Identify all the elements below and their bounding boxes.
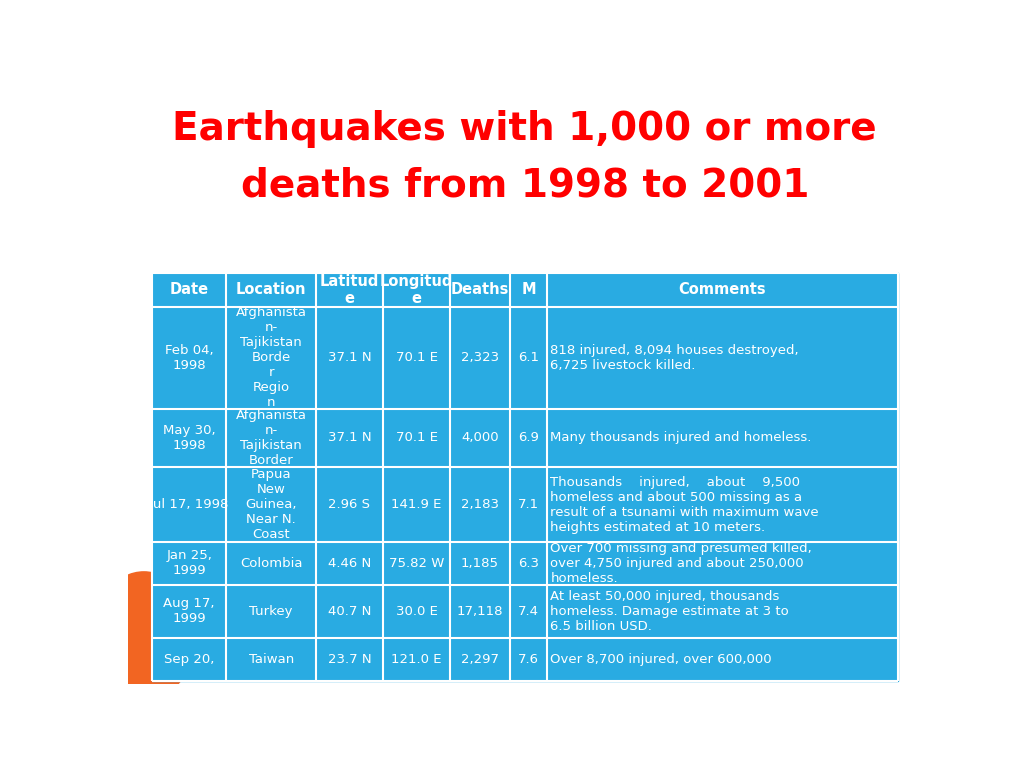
Text: Date: Date xyxy=(170,283,209,297)
Text: deaths from 1998 to 2001: deaths from 1998 to 2001 xyxy=(241,166,809,204)
Text: May 30,
1998: May 30, 1998 xyxy=(163,424,215,452)
Text: Jul 17, 1998: Jul 17, 1998 xyxy=(150,498,228,511)
Text: Comments: Comments xyxy=(679,283,766,297)
Text: 30.0 E: 30.0 E xyxy=(395,604,437,617)
Text: Afghanista
n-
Tajikistan
Border: Afghanista n- Tajikistan Border xyxy=(236,409,306,467)
Text: At least 50,000 injured, thousands
homeless. Damage estimate at 3 to
6.5 billion: At least 50,000 injured, thousands homel… xyxy=(550,590,790,633)
Text: Deaths: Deaths xyxy=(451,283,509,297)
Text: 121.0 E: 121.0 E xyxy=(391,653,442,666)
Text: 7.6: 7.6 xyxy=(518,653,539,666)
Text: Longitud
e: Longitud e xyxy=(380,273,454,306)
Text: Aug 17,
1999: Aug 17, 1999 xyxy=(164,598,215,625)
Text: 818 injured, 8,094 houses destroyed,
6,725 livestock killed.: 818 injured, 8,094 houses destroyed, 6,7… xyxy=(550,344,799,372)
Text: Many thousands injured and homeless.: Many thousands injured and homeless. xyxy=(550,432,812,445)
Text: Earthquakes with 1,000 or more: Earthquakes with 1,000 or more xyxy=(172,110,878,148)
Text: 1,185: 1,185 xyxy=(461,557,499,570)
Text: 7.4: 7.4 xyxy=(518,604,539,617)
Text: Sep 20,: Sep 20, xyxy=(164,653,214,666)
Text: Turkey: Turkey xyxy=(250,604,293,617)
Text: Jan 25,
1999: Jan 25, 1999 xyxy=(166,549,212,578)
Text: Over 8,700 injured, over 600,000: Over 8,700 injured, over 600,000 xyxy=(550,653,772,666)
Text: M: M xyxy=(521,283,536,297)
Text: Feb 04,
1998: Feb 04, 1998 xyxy=(165,344,213,372)
Text: Over 700 missing and presumed killed,
over 4,750 injured and about 250,000
homel: Over 700 missing and presumed killed, ov… xyxy=(550,541,812,584)
Text: 2,297: 2,297 xyxy=(461,653,499,666)
Text: 2,183: 2,183 xyxy=(461,498,499,511)
Text: Taiwan: Taiwan xyxy=(249,653,294,666)
Text: 6.3: 6.3 xyxy=(518,557,539,570)
Ellipse shape xyxy=(92,571,196,701)
Text: 75.82 W: 75.82 W xyxy=(389,557,444,570)
Text: 70.1 E: 70.1 E xyxy=(395,432,437,445)
Text: 4,000: 4,000 xyxy=(461,432,499,445)
Text: Thousands    injured,    about    9,500
homeless and about 500 missing as a
resu: Thousands injured, about 9,500 homeless … xyxy=(550,475,819,534)
Text: 23.7 N: 23.7 N xyxy=(328,653,372,666)
Text: 17,118: 17,118 xyxy=(457,604,503,617)
Text: 6.1: 6.1 xyxy=(518,352,539,364)
Text: 141.9 E: 141.9 E xyxy=(391,498,441,511)
Text: 37.1 N: 37.1 N xyxy=(328,432,372,445)
Text: Papua
New
Guinea,
Near N.
Coast: Papua New Guinea, Near N. Coast xyxy=(246,468,297,541)
Text: 70.1 E: 70.1 E xyxy=(395,352,437,364)
Text: Latitud
e: Latitud e xyxy=(319,273,379,306)
Text: 4.46 N: 4.46 N xyxy=(328,557,371,570)
Text: Afghanista
n-
Tajikistan
Borde
r
Regio
n: Afghanista n- Tajikistan Borde r Regio n xyxy=(236,306,306,409)
Text: Colombia: Colombia xyxy=(240,557,302,570)
Text: 2.96 S: 2.96 S xyxy=(329,498,371,511)
Text: Location: Location xyxy=(236,283,306,297)
Text: 40.7 N: 40.7 N xyxy=(328,604,371,617)
Text: 6.9: 6.9 xyxy=(518,432,539,445)
Text: 37.1 N: 37.1 N xyxy=(328,352,372,364)
Bar xyxy=(152,273,898,680)
Text: 2,323: 2,323 xyxy=(461,352,499,364)
Text: 7.1: 7.1 xyxy=(518,498,539,511)
